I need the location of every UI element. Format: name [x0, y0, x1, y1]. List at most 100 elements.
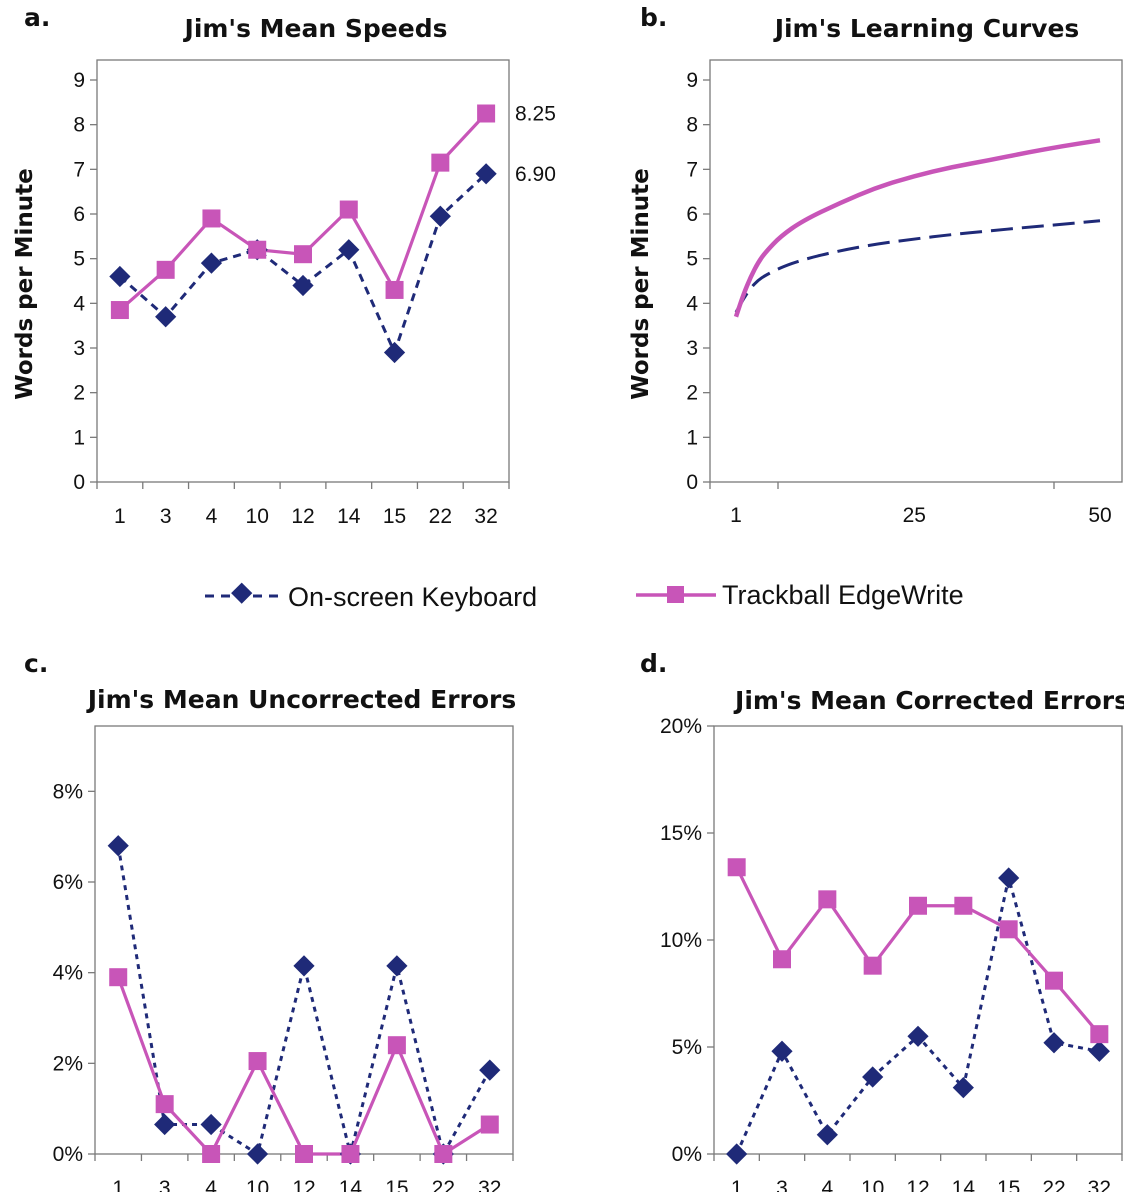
y-tick-label: 8 [73, 114, 85, 137]
edgewrite-point [1045, 971, 1063, 990]
keyboard-point [816, 1124, 838, 1146]
series-keyboard-line [118, 172, 488, 357]
edgewrite-point [387, 1036, 406, 1055]
y-tick-label: 1 [686, 426, 698, 449]
panel-b-ylabel: Words per Minute [628, 168, 654, 399]
y-tick-label: 2 [686, 382, 698, 405]
x-tick-label: 14 [952, 1177, 976, 1192]
series-edgewrite-line [116, 976, 491, 1157]
x-tick-label: 12 [292, 1177, 315, 1192]
edgewrite-point [202, 209, 221, 228]
edgewrite-point [294, 245, 312, 264]
y-tick-label: 6% [53, 871, 83, 894]
y-tick-label: 0 [686, 471, 698, 494]
y-tick-label: 7 [686, 158, 698, 181]
edgewrite-point [109, 968, 128, 987]
series-keyboard-line [735, 877, 1100, 1155]
x-tick-label: 3 [160, 505, 172, 528]
keyboard-point [154, 1113, 176, 1136]
x-tick-label: 25 [903, 504, 926, 527]
x-tick-label: 1 [114, 505, 126, 528]
keyboard-point [246, 1143, 269, 1165]
y-tick-label: 9 [73, 69, 85, 92]
y-tick-label: 2% [53, 1052, 83, 1075]
x-tick-label: 32 [478, 1177, 501, 1192]
y-tick-label: 8 [686, 114, 698, 137]
series-keyboard-line [116, 845, 492, 1159]
y-tick-label: 15% [660, 822, 702, 845]
y-tick-label: 3 [686, 337, 698, 360]
keyboard-point [293, 955, 315, 977]
keyboard-point [952, 1077, 974, 1099]
edgewrite-point [156, 260, 175, 279]
y-tick-label: 7 [73, 158, 85, 181]
edgewrite-point [818, 890, 837, 909]
series-keyboard-curve [734, 219, 1101, 313]
edgewrite-point [385, 280, 404, 299]
x-tick-label: 22 [432, 1177, 455, 1192]
x-tick-label: 10 [246, 505, 269, 528]
keyboard-point [109, 265, 131, 288]
y-tick-label: 5 [73, 248, 85, 271]
edgewrite-point [773, 950, 791, 969]
x-tick-label: 15 [383, 505, 406, 528]
edgewrite-point [480, 1115, 499, 1134]
panel-b-title: Jim's Learning Curves [773, 14, 1080, 43]
x-tick-label: 12 [291, 505, 314, 528]
x-tick-label: 3 [159, 1177, 171, 1192]
keyboard-point [998, 867, 1020, 889]
keyboard-point [200, 252, 223, 274]
x-tick-label: 22 [1042, 1177, 1065, 1192]
data-label: 6.90 [515, 163, 556, 186]
x-tick-label: 14 [337, 505, 361, 528]
x-tick-label: 14 [339, 1177, 363, 1192]
keyboard-point [383, 341, 406, 364]
keyboard-point [200, 1113, 222, 1136]
x-tick-label: 50 [1088, 504, 1111, 527]
y-tick-label: 0% [672, 1143, 702, 1166]
legend-keyboard-marker [231, 582, 253, 604]
y-tick-label: 5 [686, 248, 698, 271]
keyboard-point [386, 955, 408, 977]
edgewrite-point [954, 896, 973, 915]
edgewrite-point [155, 1095, 174, 1114]
edgewrite-point [1090, 1025, 1109, 1044]
panel-d: d. Jim's Mean Corrected Errors 0% 5% 10% 15… [640, 649, 1124, 1192]
legend-edgewrite-text: Trackball EdgeWrite [722, 580, 964, 610]
x-tick-label: 22 [429, 505, 452, 528]
panel-c: c. Jim's Mean Uncorrected Errors 0% 2% 4% 6… [24, 649, 516, 1192]
legend: On-screen Keyboard Trackball EdgeWrite [205, 580, 964, 612]
panel-b-label: b. [640, 3, 667, 32]
y-tick-label: 10% [660, 929, 702, 952]
keyboard-point [107, 835, 129, 857]
x-tick-label: 4 [821, 1177, 833, 1192]
edgewrite-point [110, 301, 129, 320]
x-tick-label: 32 [1088, 1177, 1111, 1192]
x-tick-label: 32 [474, 505, 497, 528]
keyboard-point [479, 1059, 501, 1081]
x-tick-label: 4 [206, 505, 218, 528]
edgewrite-point [434, 1145, 453, 1163]
keyboard-point [907, 1025, 929, 1047]
y-tick-label: 2 [73, 382, 85, 405]
edgewrite-point [863, 956, 882, 975]
x-tick-label: 1 [731, 1177, 743, 1192]
y-tick-label: 9 [686, 69, 698, 92]
edgewrite-point [202, 1145, 221, 1163]
keyboard-point [726, 1143, 748, 1165]
edgewrite-point [909, 896, 927, 915]
keyboard-point [1043, 1032, 1065, 1054]
x-tick-label: 1 [112, 1177, 124, 1192]
edgewrite-point [339, 200, 358, 219]
x-tick-label: 15 [997, 1177, 1020, 1192]
y-tick-label: 4% [53, 962, 83, 985]
y-tick-label: 5% [672, 1036, 702, 1059]
keyboard-point [771, 1040, 793, 1062]
panel-a-title: Jim's Mean Speeds [183, 14, 448, 43]
series-edgewrite-curve [733, 138, 1101, 318]
panel-a-plot-frame [96, 59, 510, 483]
x-tick-label: 1 [730, 504, 742, 527]
panel-a-label: a. [24, 3, 50, 32]
y-tick-label: 20% [660, 715, 702, 738]
y-tick-label: 0 [73, 471, 85, 494]
